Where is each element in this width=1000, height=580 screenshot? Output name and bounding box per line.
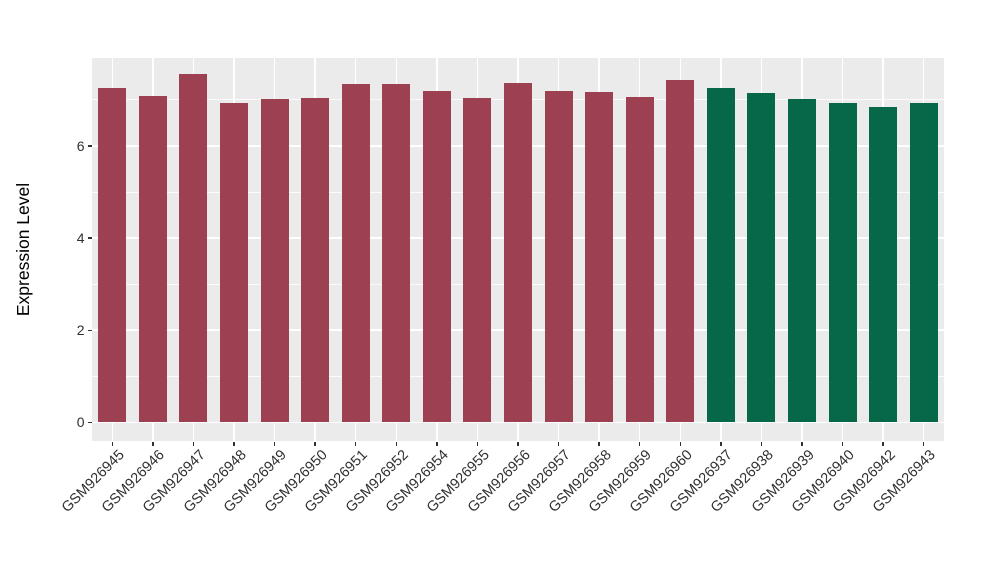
bar-GSM926946 bbox=[138, 95, 167, 423]
x-tick-GSM926950 bbox=[314, 441, 316, 446]
x-tick-GSM926939 bbox=[801, 441, 803, 446]
x-tick-GSM926940 bbox=[841, 441, 844, 446]
bar-GSM926956 bbox=[504, 82, 532, 423]
x-tick-GSM926945 bbox=[111, 441, 113, 446]
y-tick-2 bbox=[87, 329, 92, 331]
x-tick-GSM926948 bbox=[233, 441, 235, 446]
bar-GSM926958 bbox=[585, 91, 614, 423]
y-tick-0 bbox=[87, 421, 92, 423]
x-tick-GSM926946 bbox=[152, 441, 154, 446]
bar-GSM926947 bbox=[179, 73, 208, 423]
bar-GSM926937 bbox=[706, 87, 735, 423]
bar-GSM926951 bbox=[341, 83, 370, 423]
x-tick-GSM926954 bbox=[436, 441, 438, 446]
x-tick-GSM926959 bbox=[639, 441, 641, 446]
x-tick-GSM926958 bbox=[598, 441, 600, 446]
x-tick-GSM926942 bbox=[882, 441, 884, 446]
bar-GSM926949 bbox=[260, 98, 289, 423]
y-tick-label-4: 4 bbox=[76, 230, 85, 247]
y-axis-title: Expression Level bbox=[13, 182, 34, 317]
bar-GSM926955 bbox=[463, 98, 492, 423]
y-tick-label-6: 6 bbox=[76, 137, 85, 154]
bar-GSM926959 bbox=[625, 97, 654, 423]
x-tick-GSM926955 bbox=[476, 441, 479, 446]
gridline-y-0 bbox=[92, 421, 944, 424]
x-tick-GSM926947 bbox=[192, 441, 195, 446]
bar-GSM926939 bbox=[788, 99, 816, 423]
y-tick-label-2: 2 bbox=[76, 322, 85, 339]
bar-GSM926948 bbox=[220, 103, 248, 423]
bar-GSM926952 bbox=[382, 84, 411, 423]
y-axis-title-box: Expression Level bbox=[6, 58, 42, 441]
x-tick-GSM926937 bbox=[720, 441, 722, 446]
x-tick-GSM926960 bbox=[679, 441, 681, 446]
bar-GSM926942 bbox=[869, 106, 898, 423]
bar-GSM926954 bbox=[422, 90, 451, 423]
bar-GSM926957 bbox=[544, 91, 573, 423]
x-tick-GSM926951 bbox=[355, 441, 357, 446]
y-tick-6 bbox=[87, 145, 92, 147]
x-tick-GSM926956 bbox=[517, 441, 519, 446]
bar-GSM926950 bbox=[301, 97, 330, 423]
x-tick-GSM926943 bbox=[923, 441, 925, 446]
bar-GSM926960 bbox=[666, 79, 695, 423]
bar-GSM926938 bbox=[747, 92, 776, 423]
x-tick-GSM926957 bbox=[557, 441, 560, 446]
x-tick-GSM926952 bbox=[395, 441, 397, 446]
bar-GSM926943 bbox=[909, 103, 938, 423]
x-tick-GSM926938 bbox=[760, 441, 763, 446]
plot-panel bbox=[92, 58, 944, 441]
bar-GSM926945 bbox=[98, 88, 127, 423]
y-tick-label-0: 0 bbox=[76, 414, 85, 431]
y-tick-4 bbox=[87, 237, 92, 239]
x-tick-GSM926949 bbox=[273, 441, 276, 446]
bar-GSM926940 bbox=[828, 102, 857, 423]
